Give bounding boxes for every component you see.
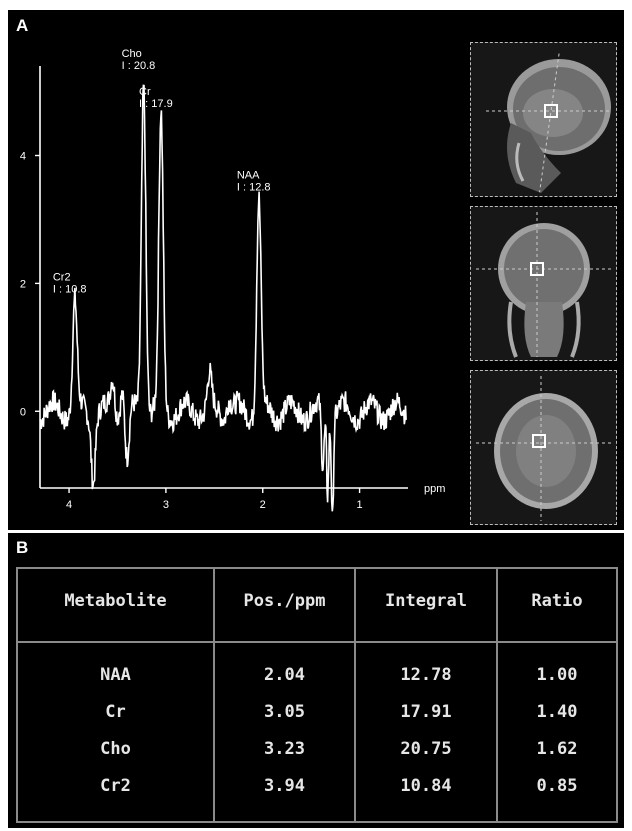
table-cell: Cr bbox=[105, 702, 126, 722]
panel-a: A 0 2 4 4 3 2 1 ppm Cho I : 20.8 Cr I : 17.9 NAA I :… bbox=[8, 10, 624, 530]
spectrum-line bbox=[39, 84, 407, 512]
peak-label-name: Cr bbox=[139, 86, 151, 98]
table-cell: 3.23 bbox=[264, 739, 305, 759]
x-tick-label: 1 bbox=[357, 499, 363, 511]
table-cell: 1.40 bbox=[536, 702, 578, 722]
table-divider bbox=[213, 569, 215, 821]
chart-axes bbox=[39, 66, 408, 489]
table-cell: 3.05 bbox=[264, 702, 305, 722]
y-tick-label: 4 bbox=[20, 151, 26, 163]
panel-a-label: A bbox=[16, 16, 29, 35]
table-header-ratio: Ratio bbox=[531, 591, 583, 611]
peak-label-name: Cho bbox=[122, 48, 142, 60]
y-tick-label: 2 bbox=[20, 278, 26, 290]
table-cell: 0.85 bbox=[536, 776, 578, 796]
table-header-divider bbox=[18, 641, 616, 643]
mri-coronal-image bbox=[470, 206, 617, 361]
peak-label-integral: I : 12.8 bbox=[237, 181, 271, 193]
peak-label-name: Cr2 bbox=[53, 272, 71, 284]
table-cell: 10.84 bbox=[400, 776, 452, 796]
table-cell: NAA bbox=[100, 665, 131, 685]
table-cell: 12.78 bbox=[400, 665, 452, 685]
peak-label-integral: I : 10.8 bbox=[53, 284, 87, 296]
table-header-position: Pos./ppm bbox=[243, 591, 326, 611]
table-header-metabolite: Metabolite bbox=[64, 591, 167, 611]
y-tick-label: 0 bbox=[20, 406, 26, 418]
table-cell: 1.62 bbox=[536, 739, 578, 759]
panel-b: B Metabolite Pos./ppm Integral Ratio NAA… bbox=[8, 533, 624, 828]
chart-ticks: 0 2 4 4 3 2 1 ppm bbox=[20, 151, 446, 511]
x-tick-label: 2 bbox=[260, 499, 266, 511]
table-cell: Cho bbox=[100, 739, 131, 759]
table-cell: 2.04 bbox=[264, 665, 305, 685]
table-cell: 1.00 bbox=[536, 665, 578, 685]
table-cell: Cr2 bbox=[100, 776, 131, 796]
x-tick-label: 3 bbox=[163, 499, 169, 511]
peak-label-integral: I : 17.9 bbox=[139, 98, 173, 110]
table-header-integral: Integral bbox=[385, 591, 467, 611]
table-cell: 17.91 bbox=[400, 702, 452, 722]
table-divider bbox=[496, 569, 498, 821]
mri-axial-image bbox=[470, 370, 617, 525]
peak-label-name: NAA bbox=[237, 169, 260, 181]
table-divider bbox=[354, 569, 356, 821]
table-cell: 3.94 bbox=[264, 776, 305, 796]
peak-label-integral: I : 20.8 bbox=[122, 60, 156, 72]
table-cell: 20.75 bbox=[400, 739, 452, 759]
x-tick-label: 4 bbox=[66, 499, 72, 511]
metabolite-table: Metabolite Pos./ppm Integral Ratio NAA 2… bbox=[16, 567, 618, 823]
mri-sagittal-image bbox=[470, 42, 617, 197]
panel-b-label: B bbox=[16, 538, 29, 557]
x-axis-label: ppm bbox=[424, 483, 445, 495]
